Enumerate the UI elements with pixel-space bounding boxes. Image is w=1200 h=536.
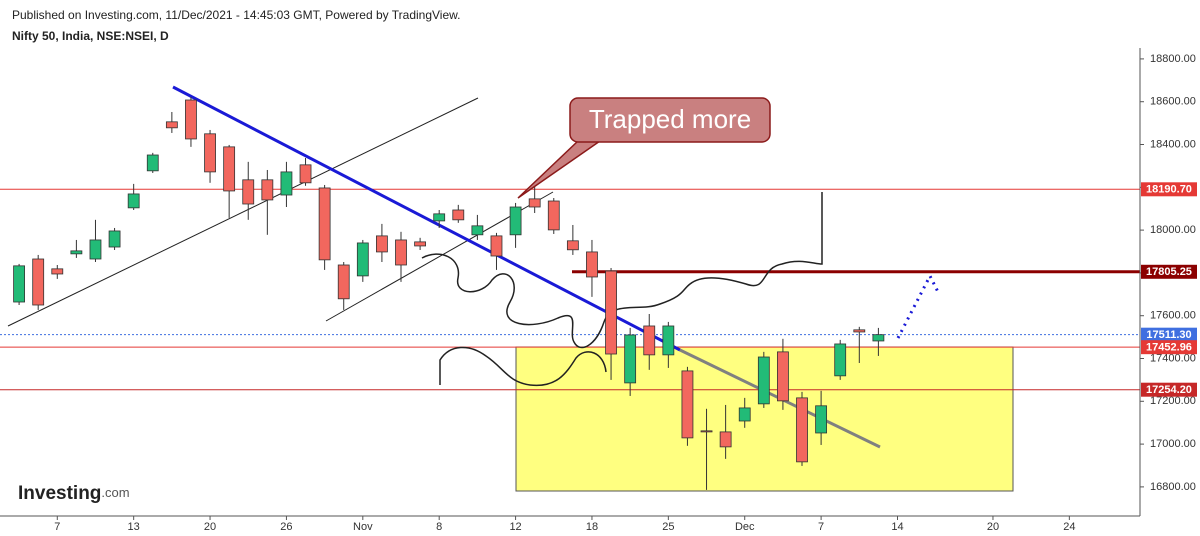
candle-body xyxy=(738,407,751,422)
candle-body xyxy=(566,240,579,251)
candle-body xyxy=(452,209,465,221)
candle-body xyxy=(280,171,293,196)
candle-body xyxy=(605,270,617,355)
level-label: 17254.20 xyxy=(1146,384,1192,396)
candle-body xyxy=(261,179,274,201)
freehand-path xyxy=(439,346,607,387)
candle-body xyxy=(32,258,45,306)
x-tick-label: Dec xyxy=(735,521,755,533)
level-tag xyxy=(1141,182,1197,197)
x-tick-label: 13 xyxy=(128,521,140,533)
logo-suffix: .com xyxy=(101,485,129,500)
candle-body xyxy=(624,334,637,384)
candle-body xyxy=(700,430,713,433)
candle-body xyxy=(185,99,197,140)
candle-body xyxy=(127,193,140,209)
candle-body xyxy=(223,146,236,192)
candle-body xyxy=(299,164,312,184)
candle-body xyxy=(70,250,83,255)
channel-line xyxy=(7,97,479,327)
candle-body xyxy=(395,239,407,266)
callout-text: Trapped more xyxy=(589,104,751,134)
candle-body xyxy=(242,179,255,205)
candle-body xyxy=(872,334,885,342)
candle-body xyxy=(356,242,369,277)
x-tick-label: 25 xyxy=(662,521,674,533)
candle-body xyxy=(662,325,675,356)
x-tick-label: 18 xyxy=(586,521,598,533)
x-tick-label: 7 xyxy=(54,521,60,533)
candle-body xyxy=(547,200,560,231)
x-tick-label: 26 xyxy=(280,521,292,533)
candle-body xyxy=(51,268,64,275)
candle-body xyxy=(89,239,102,260)
logo: Investing.com xyxy=(18,483,130,504)
candle-body xyxy=(471,225,484,236)
y-tick-label: 17000.00 xyxy=(1150,438,1196,450)
candle-body xyxy=(376,235,388,253)
candle-body xyxy=(146,154,159,172)
x-tick-label: 12 xyxy=(509,521,521,533)
level-label: 17452.96 xyxy=(1146,342,1192,354)
candle-body xyxy=(13,265,25,303)
freehand-path xyxy=(421,192,823,349)
x-tick-label: 20 xyxy=(987,521,999,533)
candle-body xyxy=(509,206,522,236)
trend-line xyxy=(172,85,681,352)
y-tick-label: 17400.00 xyxy=(1150,352,1196,364)
x-tick-label: 8 xyxy=(436,521,442,533)
level-label: 17805.25 xyxy=(1146,266,1192,278)
candle-body xyxy=(643,325,656,356)
candle-body xyxy=(853,329,866,333)
y-tick-label: 18000.00 xyxy=(1150,224,1196,236)
candle-body xyxy=(815,405,828,434)
candle-body xyxy=(757,356,770,405)
x-tick-label: Nov xyxy=(353,521,373,533)
candle-body xyxy=(528,198,541,208)
y-tick-label: 17200.00 xyxy=(1150,395,1196,407)
x-tick-label: 24 xyxy=(1063,521,1075,533)
y-tick-label: 16800.00 xyxy=(1150,481,1196,493)
candle-body xyxy=(834,343,847,377)
header-symbol: Nifty 50, India, NSE:NSEI, D xyxy=(12,29,169,43)
candle-body xyxy=(204,133,216,173)
candle-body xyxy=(681,370,694,439)
candle-body xyxy=(719,431,732,448)
candle-body xyxy=(414,241,427,247)
y-tick-label: 17600.00 xyxy=(1150,310,1196,322)
level-tag xyxy=(1141,327,1197,342)
candle-body xyxy=(108,230,121,248)
candle-body xyxy=(337,264,350,300)
logo-name: Investing xyxy=(18,483,101,504)
x-tick-label: 7 xyxy=(818,521,824,533)
candle-body xyxy=(777,351,789,402)
level-tag xyxy=(1141,264,1197,279)
y-tick-label: 18600.00 xyxy=(1150,96,1196,108)
candle-body xyxy=(796,397,808,463)
x-tick-label: 14 xyxy=(891,521,903,533)
level-label: 17511.30 xyxy=(1146,329,1191,341)
candle-body xyxy=(586,251,598,278)
candle-body xyxy=(433,213,446,222)
y-tick-label: 18400.00 xyxy=(1150,138,1196,150)
level-label: 18190.70 xyxy=(1146,184,1192,196)
forecast-path xyxy=(896,272,940,339)
header-published: Published on Investing.com, 11/Dec/2021 … xyxy=(12,8,460,22)
x-tick-label: 20 xyxy=(204,521,216,533)
candle-body xyxy=(318,187,331,261)
candle-body xyxy=(490,235,503,257)
y-tick-label: 18800.00 xyxy=(1150,53,1196,65)
level-tag xyxy=(1141,340,1197,355)
level-tag xyxy=(1141,382,1197,397)
candle-body xyxy=(165,121,178,129)
callout-box xyxy=(569,97,771,143)
